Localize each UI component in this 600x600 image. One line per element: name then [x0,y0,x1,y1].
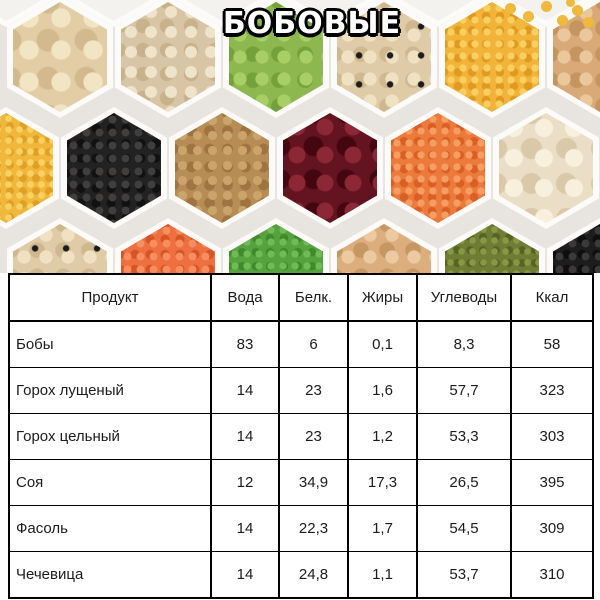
col-header-water: Вода [210,273,280,322]
table-row: Соя 12 34,9 17,3 26,5 395 [8,459,594,506]
cell-carbs: 53,7 [416,551,512,599]
table-row: Горох цельный 14 23 1,2 53,3 303 [8,413,594,460]
cell-product: Соя [8,459,212,506]
nutrition-table: Продукт Вода Белк. Жиры Углеводы Ккал Бо… [8,273,594,599]
col-header-fat: Жиры [347,273,418,322]
yellow-split-peas [445,2,539,112]
red-kidney-beans [283,113,377,223]
table-row: Чечевица 14 24,8 1,1 53,7 310 [8,551,594,599]
red-kidney-beans-compartment [277,107,383,229]
cell-water: 12 [210,459,280,506]
cell-fat: 1,6 [347,367,418,414]
cell-water: 14 [210,551,280,599]
black-beans-compartment [61,107,167,229]
cell-carbs: 26,5 [416,459,512,506]
red-lentils [121,224,215,273]
cell-kcal: 323 [510,367,594,414]
cell-kcal: 309 [510,505,594,552]
black-eyed-peas-compartment [7,218,113,273]
mung-beans [229,224,323,273]
cell-kcal: 395 [510,459,594,506]
cell-carbs: 53,3 [416,413,512,460]
cell-water: 83 [210,320,280,368]
cell-fat: 1,2 [347,413,418,460]
yellow-lentils [0,113,53,223]
col-header-protein: Белк. [278,273,349,322]
orange-lentils-compartment [385,107,491,229]
black-eyed-peas [13,224,107,273]
cell-product: Горох лущеный [8,367,212,414]
cell-product: Чечевица [8,551,212,599]
butter-beans [13,2,107,112]
cell-carbs: 8,3 [416,320,512,368]
olive-mung-beans-compartment [439,218,545,273]
white-navy-beans [121,2,215,112]
yellow-lentils-compartment [0,107,59,229]
page-title: БОБОВЫЕ [222,6,402,41]
black-beans [553,224,600,273]
cell-fat: 0,1 [347,320,418,368]
col-header-product: Продукт [8,273,212,322]
cell-water: 14 [210,505,280,552]
cell-carbs: 54,5 [416,505,512,552]
cell-protein: 24,8 [278,551,349,599]
chickpeas-compartment [331,218,437,273]
chickpeas [337,224,431,273]
table-row: Бобы 83 6 0,1 8,3 58 [8,320,594,368]
olive-mung-beans [445,224,539,273]
cell-product: Фасоль [8,505,212,552]
butter-beans-compartment [7,0,113,118]
white-navy-beans-compartment [115,0,221,118]
cell-kcal: 58 [510,320,594,368]
brown-lentils [175,113,269,223]
cell-fat: 17,3 [347,459,418,506]
black-eyed-peas-compartment [331,0,437,118]
black-beans-compartment [547,218,600,273]
cell-water: 14 [210,367,280,414]
table-header-row: Продукт Вода Белк. Жиры Углеводы Ккал [8,273,594,322]
cell-product: Бобы [8,320,212,368]
cell-fat: 1,7 [347,505,418,552]
cell-protein: 22,3 [278,505,349,552]
col-header-carbs: Углеводы [416,273,512,322]
cell-kcal: 310 [510,551,594,599]
table-row: Горох лущеный 14 23 1,6 57,7 323 [8,367,594,414]
spilled-lentils [500,0,505,5]
legumes-photo: БОБОВЫЕ [0,0,600,273]
cell-water: 14 [210,413,280,460]
red-lentils-compartment [115,218,221,273]
white-butter-beans-compartment [493,107,599,229]
cell-carbs: 57,7 [416,367,512,414]
cell-protein: 23 [278,367,349,414]
cell-fat: 1,1 [347,551,418,599]
yellow-split-peas-compartment [439,0,545,118]
white-butter-beans [499,113,593,223]
col-header-kcal: Ккал [510,273,594,322]
cell-protein: 6 [278,320,349,368]
cell-product: Горох цельный [8,413,212,460]
mung-beans-compartment [223,218,329,273]
orange-lentils [391,113,485,223]
cell-kcal: 303 [510,413,594,460]
table-row: Фасоль 14 22,3 1,7 54,5 309 [8,505,594,552]
cell-protein: 34,9 [278,459,349,506]
cell-protein: 23 [278,413,349,460]
black-beans [67,113,161,223]
brown-lentils-compartment [169,107,275,229]
